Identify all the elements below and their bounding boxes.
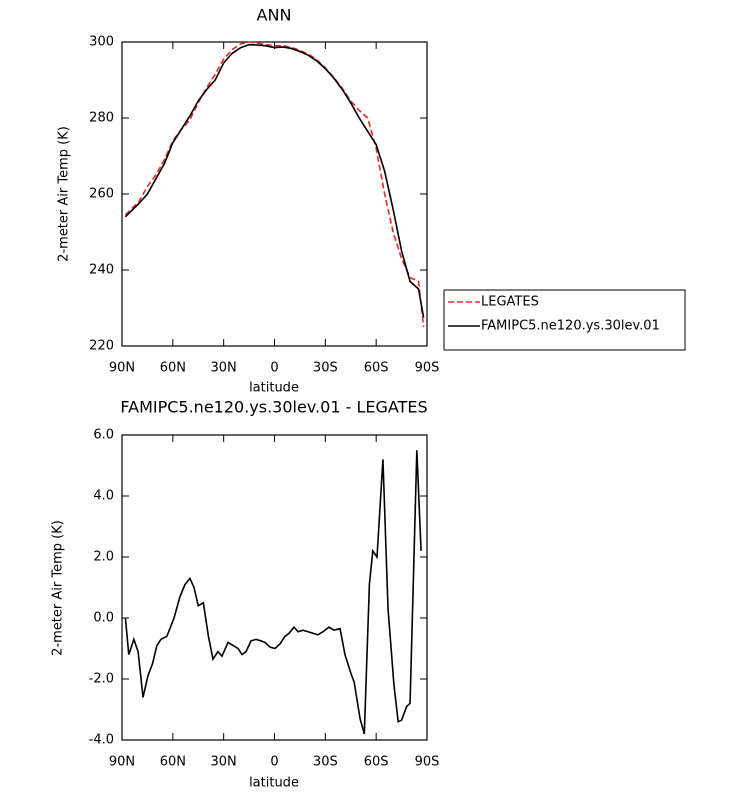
y-tick-label: 6.0 [93, 428, 114, 443]
data-line [124, 43, 425, 318]
x-tick-label: 60S [364, 755, 389, 770]
y-tick-label: -2.0 [89, 672, 114, 687]
x-axis-label: latitude [249, 381, 299, 396]
x-tick-label: 60N [160, 361, 186, 376]
x-tick-label: 0 [270, 361, 278, 376]
x-tick-label: 30N [211, 361, 237, 376]
y-tick-label: 220 [89, 339, 114, 354]
y-tick-label: 300 [89, 35, 114, 50]
y-tick-label: 240 [89, 263, 114, 278]
x-tick-label: 60N [160, 755, 186, 770]
legend-box [443, 289, 686, 351]
y-axis-label: 2-meter Air Temp (K) [57, 126, 72, 262]
x-tick-label: 0 [270, 755, 278, 770]
legend-label: FAMIPC5.ne120.ys.30lev.01 [481, 319, 660, 334]
x-tick-label: 90N [109, 755, 135, 770]
x-tick-label: 30S [313, 755, 338, 770]
legend-label: LEGATES [481, 295, 539, 310]
y-tick-label: 0.0 [93, 611, 114, 626]
chart-title: ANN [257, 6, 292, 25]
x-tick-label: 30S [313, 361, 338, 376]
chart-title: FAMIPC5.ne120.ys.30lev.01 - LEGATES [120, 398, 427, 417]
y-axis-label: 2-meter Air Temp (K) [51, 520, 66, 656]
y-tick-label: 260 [89, 187, 114, 202]
y-tick-label: 2.0 [93, 550, 114, 565]
data-line [124, 450, 422, 735]
y-tick-label: 4.0 [93, 489, 114, 504]
x-tick-label: 90S [415, 361, 440, 376]
x-axis-label: latitude [249, 776, 299, 791]
x-tick-label: 90N [109, 361, 135, 376]
x-tick-label: 90S [415, 755, 440, 770]
y-tick-label: -4.0 [89, 733, 114, 748]
x-tick-label: 30N [211, 755, 237, 770]
x-tick-label: 60S [364, 361, 389, 376]
y-tick-label: 280 [89, 111, 114, 126]
